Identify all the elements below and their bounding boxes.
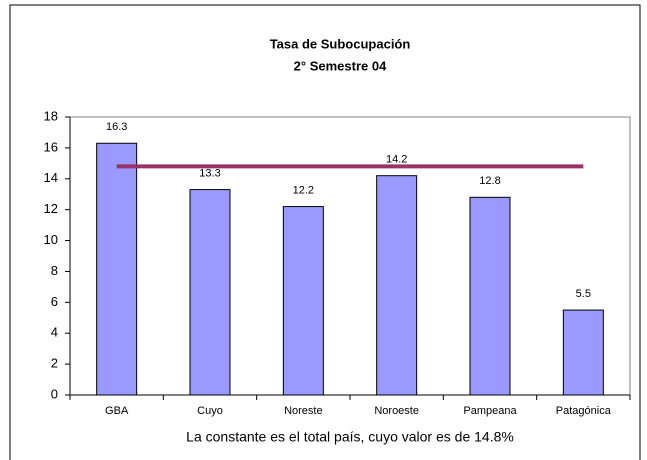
bar <box>282 206 324 396</box>
x-tick-label: Patagónica <box>556 405 612 417</box>
y-tick-label: 10 <box>44 232 58 247</box>
x-tick-label: Noroeste <box>374 405 419 417</box>
x-tick-label: Noreste <box>284 405 323 417</box>
plot-area <box>69 116 631 396</box>
y-tick-label: 12 <box>44 201 58 216</box>
data-label: 5.5 <box>576 288 591 300</box>
x-tick-label: GBA <box>105 405 129 417</box>
x-tick-label: Cuyo <box>197 405 223 417</box>
data-label: 13.3 <box>199 167 220 179</box>
y-tick-label: 16 <box>44 139 58 154</box>
y-tick-label: 2 <box>51 356 58 371</box>
data-label: 16.3 <box>106 121 127 133</box>
y-tick-label: 0 <box>51 386 58 401</box>
y-tick-label: 18 <box>44 108 58 123</box>
y-tick-label: 6 <box>51 294 58 309</box>
chart-title: Tasa de Subocupación <box>270 36 411 51</box>
chart-subtitle: 2° Semestre 04 <box>294 58 387 73</box>
bar <box>96 142 138 396</box>
bar <box>469 196 511 396</box>
bar <box>376 175 418 396</box>
data-label: 14.2 <box>386 154 407 166</box>
data-label: 12.2 <box>293 184 314 196</box>
y-tick-label: 4 <box>51 325 58 340</box>
bar <box>189 189 231 396</box>
bar <box>562 309 604 396</box>
x-tick-label: Pampeana <box>463 405 517 417</box>
annotation: La constante es el total país, cuyo valo… <box>186 429 514 445</box>
y-tick-label: 14 <box>44 170 58 185</box>
y-tick-label: 8 <box>51 263 58 278</box>
data-label: 12.8 <box>479 175 500 187</box>
